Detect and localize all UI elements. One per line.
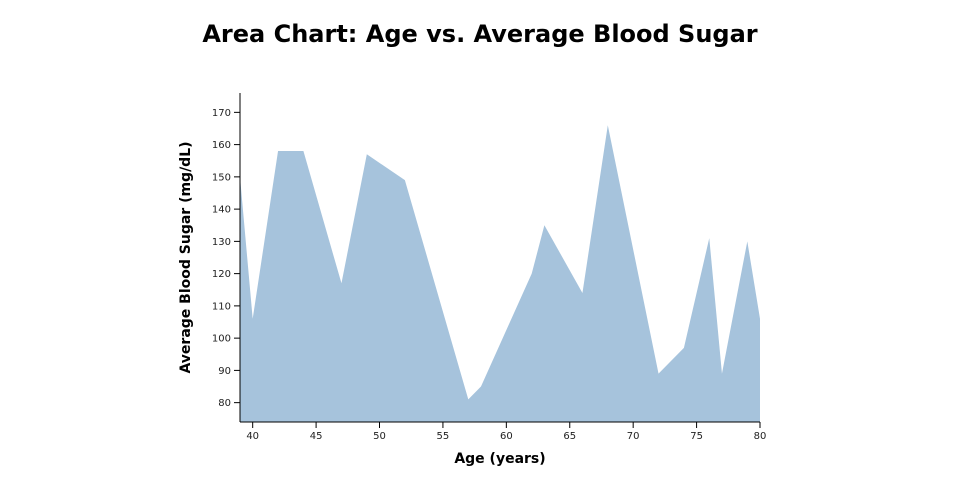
x-tick-label: 60	[500, 431, 513, 442]
x-tick-label: 45	[310, 431, 323, 442]
x-axis-title: Age (years)	[454, 451, 545, 467]
x-tick-label: 70	[627, 431, 640, 442]
x-tick-label: 75	[690, 431, 703, 442]
y-tick-label: 120	[212, 269, 231, 280]
x-tick-label: 80	[754, 431, 767, 442]
y-axis-ticks: 80 90 100 110 120 130 140 150 160 170	[212, 108, 240, 409]
y-axis-title: Average Blood Sugar (mg/dL)	[178, 141, 194, 373]
y-tick-label: 130	[212, 237, 231, 248]
y-tick-label: 160	[212, 140, 231, 151]
y-tick-label: 100	[212, 334, 231, 345]
y-tick-label: 140	[212, 205, 231, 216]
y-tick-label: 170	[212, 108, 231, 119]
y-tick-label: 80	[218, 398, 231, 409]
x-tick-label: 55	[437, 431, 450, 442]
chart-title: Area Chart: Age vs. Average Blood Sugar	[202, 20, 758, 48]
area-series	[240, 125, 760, 422]
y-tick-label: 150	[212, 172, 231, 183]
x-tick-label: 65	[563, 431, 576, 442]
x-axis-ticks: 40 45 50 55 60 65 70 75 80	[246, 422, 766, 442]
x-tick-label: 40	[246, 431, 259, 442]
y-tick-label: 110	[212, 301, 231, 312]
x-tick-label: 50	[373, 431, 386, 442]
y-tick-label: 90	[218, 366, 231, 377]
